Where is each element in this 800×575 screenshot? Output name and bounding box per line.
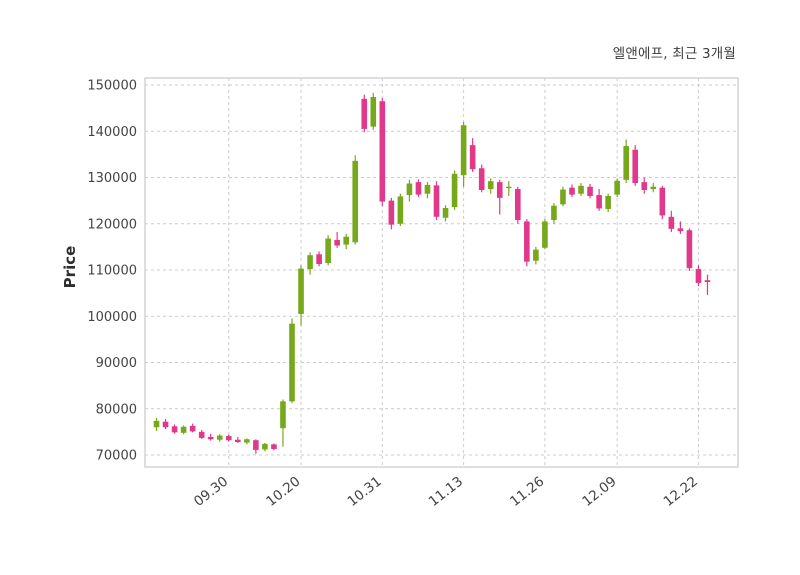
svg-text:12.09: 12.09 [579,474,619,510]
svg-text:150000: 150000 [87,79,137,94]
svg-text:130000: 130000 [87,171,137,186]
svg-text:110000: 110000 [87,264,137,279]
chart-title: 엘앤에프, 최근 3개월 [612,46,736,62]
svg-text:100000: 100000 [87,310,137,325]
y-axis-label: Price [61,245,79,289]
svg-text:12.22: 12.22 [661,474,701,510]
svg-text:90000: 90000 [96,356,137,371]
svg-text:09.30: 09.30 [191,474,231,510]
svg-text:10.20: 10.20 [263,474,303,510]
svg-text:10.31: 10.31 [344,474,384,510]
svg-text:140000: 140000 [87,125,137,140]
svg-text:120000: 120000 [87,217,137,232]
svg-text:11.13: 11.13 [426,474,466,510]
svg-text:70000: 70000 [96,449,137,464]
svg-text:80000: 80000 [96,402,137,417]
svg-text:11.26: 11.26 [507,474,547,510]
